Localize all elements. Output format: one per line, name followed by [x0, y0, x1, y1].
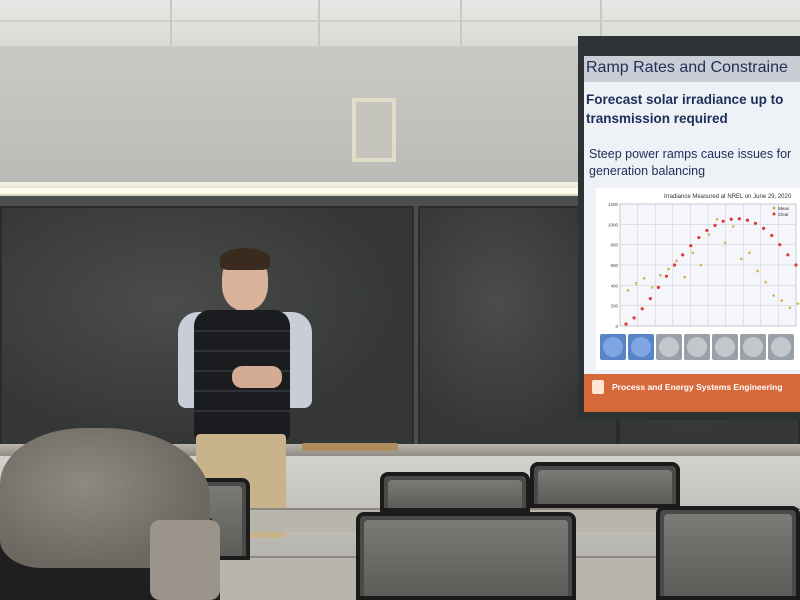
measured-point [715, 217, 719, 221]
clearsky-point [648, 296, 652, 301]
slide-heading: Forecast solar irradiance up to transmis… [586, 92, 784, 126]
measured-point [675, 259, 678, 263]
measured-point [650, 286, 654, 289]
y-tick-label: 600 [610, 263, 618, 268]
clearsky-point [640, 307, 644, 311]
presenter-hands [232, 366, 282, 388]
clearsky-point [713, 223, 717, 227]
slide-title-bar: Ramp Rates and Constraine [584, 56, 800, 82]
footer-text: Process and Energy Systems Engineering [612, 382, 783, 392]
measured-point [626, 289, 630, 292]
clearsky-point [762, 226, 766, 230]
measured-point [634, 282, 638, 285]
clearsky-point [697, 235, 701, 240]
clearsky-point [721, 219, 725, 223]
measured-point [764, 280, 767, 284]
sky-image-fisheye [631, 337, 651, 357]
clearsky-point [778, 243, 782, 247]
slide-bullet: Steep power ramps cause issues for gener… [589, 147, 792, 178]
measured-point [699, 263, 703, 267]
y-tick-label: 200 [610, 304, 618, 309]
clearsky-point [794, 263, 798, 267]
chair-front-middle [356, 512, 576, 600]
irradiance-chart: Irradiance Measured at NREL on June 29, … [596, 188, 800, 370]
ceiling [0, 0, 800, 46]
measured-point [659, 273, 662, 277]
sky-image-fisheye [659, 337, 679, 357]
clearsky-point [705, 228, 709, 233]
measured-point [683, 275, 686, 279]
clearsky-point [729, 217, 733, 221]
university-logo-icon [592, 380, 604, 394]
y-tick-label: 400 [610, 283, 618, 288]
clearsky-point [737, 217, 741, 221]
clearsky-point [681, 253, 685, 257]
sky-image-fisheye [603, 337, 623, 357]
clearsky-point [786, 253, 790, 257]
chair-back-middle [380, 472, 530, 512]
clearsky-point [672, 263, 677, 267]
clearsky-point [664, 274, 669, 278]
measured-point [731, 225, 735, 228]
sky-image-fisheye [771, 337, 791, 357]
measured-point [780, 299, 784, 302]
y-tick-label: 1000 [608, 222, 619, 227]
clearsky-point [656, 285, 660, 289]
sky-image-fisheye [743, 337, 763, 357]
y-tick-label: 0 [615, 324, 618, 329]
measured-point [707, 233, 711, 236]
measured-point [667, 267, 670, 271]
presenter-hair [220, 248, 270, 270]
clearsky-point [632, 316, 636, 320]
light-glow [0, 188, 590, 194]
measured-point [796, 302, 800, 305]
slide-footer: Process and Energy Systems Engineering [584, 374, 800, 412]
clearsky-point [770, 233, 774, 238]
legend-measured-marker [772, 206, 776, 210]
y-tick-label: 1200 [608, 202, 619, 207]
clearsky-point [689, 244, 693, 248]
chair-back-right [530, 462, 680, 508]
measured-point [788, 306, 792, 309]
slide-title: Ramp Rates and Constraine [586, 59, 788, 76]
legend-measured-label: Meas [778, 206, 790, 211]
measured-point [740, 257, 743, 261]
legend-clear-label: Clear [778, 212, 789, 217]
measured-point [756, 269, 759, 273]
measured-point [691, 251, 695, 255]
measured-point [772, 294, 776, 297]
measured-point [642, 276, 646, 280]
board-eraser [302, 443, 398, 451]
chair-front-right [656, 506, 800, 600]
chart-title: Irradiance Measured at NREL on June 29, … [664, 194, 792, 200]
legend-clear-marker [772, 212, 776, 216]
measured-point [748, 251, 751, 255]
sky-image-fisheye [687, 337, 707, 357]
sky-image-fisheye [715, 337, 735, 357]
clearsky-point [753, 221, 758, 225]
measured-point [723, 241, 727, 244]
clearsky-point [745, 218, 750, 222]
y-tick-label: 800 [610, 243, 618, 248]
wall-frame [352, 98, 396, 162]
presentation-slide: Ramp Rates and Constraine Forecast solar… [584, 56, 800, 412]
bag [150, 520, 220, 600]
clearsky-point [624, 322, 628, 326]
